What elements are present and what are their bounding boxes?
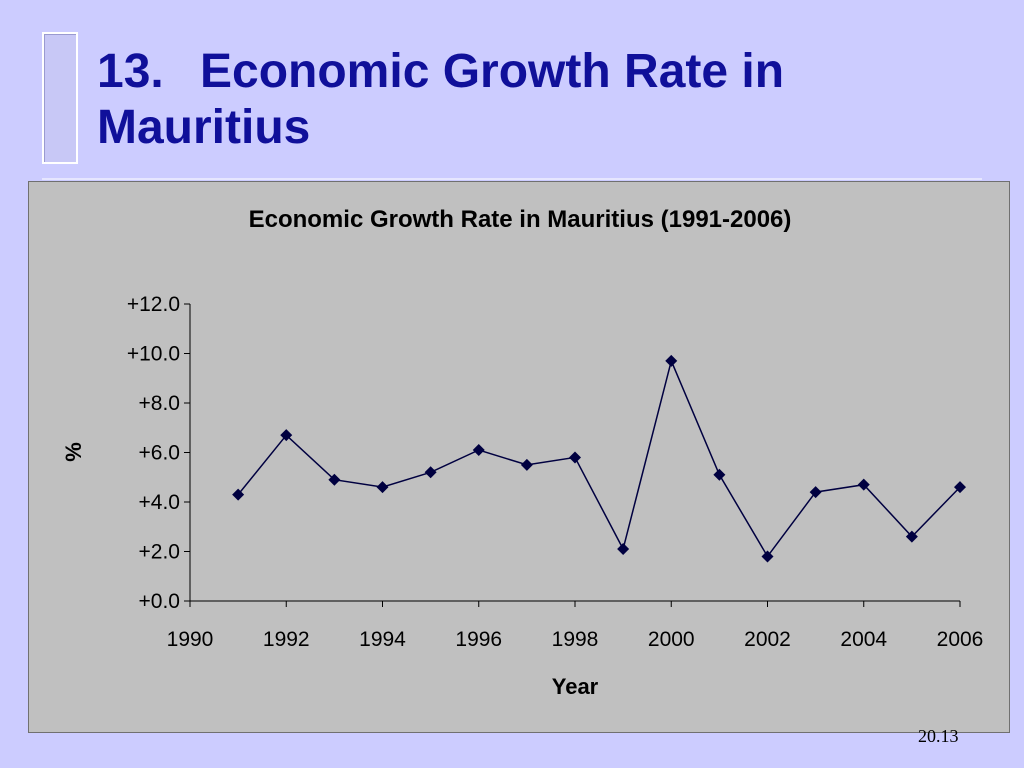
data-point-marker — [809, 486, 822, 499]
data-point-marker — [617, 543, 630, 556]
slide-title-line-1: 13. Economic Growth Rate in — [97, 44, 997, 100]
x-tick-label: 1998 — [552, 628, 599, 651]
title-divider — [42, 178, 982, 180]
slide-page-number: 20.13 — [918, 726, 959, 746]
y-tick-label: +12.0 — [127, 293, 180, 316]
data-point-marker — [520, 458, 533, 471]
data-point-marker — [713, 468, 726, 481]
data-point-marker — [954, 481, 966, 494]
axes-group: +0.0 +2.0 +4.0 +6.0 +8.0 +10.0 +12.0 1990 1992 19… — [127, 293, 984, 651]
x-tick-label: 2004 — [840, 628, 887, 651]
x-tick-label: 1996 — [455, 628, 502, 651]
slide-title-line-2: Mauritius — [97, 101, 311, 154]
data-point-marker — [376, 481, 389, 494]
y-tick-label: +2.0 — [139, 541, 180, 564]
data-point-marker — [761, 550, 774, 563]
chart-title: Economic Growth Rate in Mauritius (1991-… — [249, 206, 792, 233]
x-tick-label: 2000 — [648, 628, 695, 651]
series-line — [237, 358, 961, 558]
growth-rate-chart: Economic Growth Rate in Mauritius (1991-… — [61, 206, 984, 699]
y-tick-label: +6.0 — [139, 442, 180, 465]
y-tick-label: +8.0 — [139, 392, 180, 415]
data-point-marker — [424, 466, 437, 479]
y-axis-label: % — [61, 442, 86, 462]
data-point-marker — [857, 478, 870, 491]
chart-panel: Economic Growth Rate in Mauritius (1991-… — [28, 181, 1010, 733]
slide-title-text-1: Economic Growth Rate in — [200, 45, 785, 98]
data-point-marker — [569, 451, 581, 464]
data-point-marker — [280, 429, 293, 442]
x-axis-label: Year — [552, 674, 599, 699]
slide-title: 13. Economic Growth Rate in Mauritius — [97, 44, 997, 156]
x-tick-label: 1992 — [263, 628, 310, 651]
data-point-marker — [232, 488, 245, 501]
y-tick-label: +4.0 — [139, 491, 180, 514]
slide-title-number: 13. — [97, 45, 164, 98]
data-point-marker — [472, 444, 485, 457]
title-accent-bar — [42, 32, 78, 164]
data-point-marker — [328, 473, 341, 486]
x-tick-label: 2006 — [937, 628, 984, 651]
x-tick-label: 2002 — [744, 628, 791, 651]
x-tick-label: 1990 — [167, 628, 214, 651]
data-point-marker — [665, 354, 678, 367]
series-group — [232, 354, 966, 563]
data-point-marker — [905, 530, 918, 543]
y-tick-label: +10.0 — [127, 343, 180, 366]
y-tick-label: +0.0 — [139, 590, 180, 613]
x-tick-label: 1994 — [359, 628, 406, 651]
